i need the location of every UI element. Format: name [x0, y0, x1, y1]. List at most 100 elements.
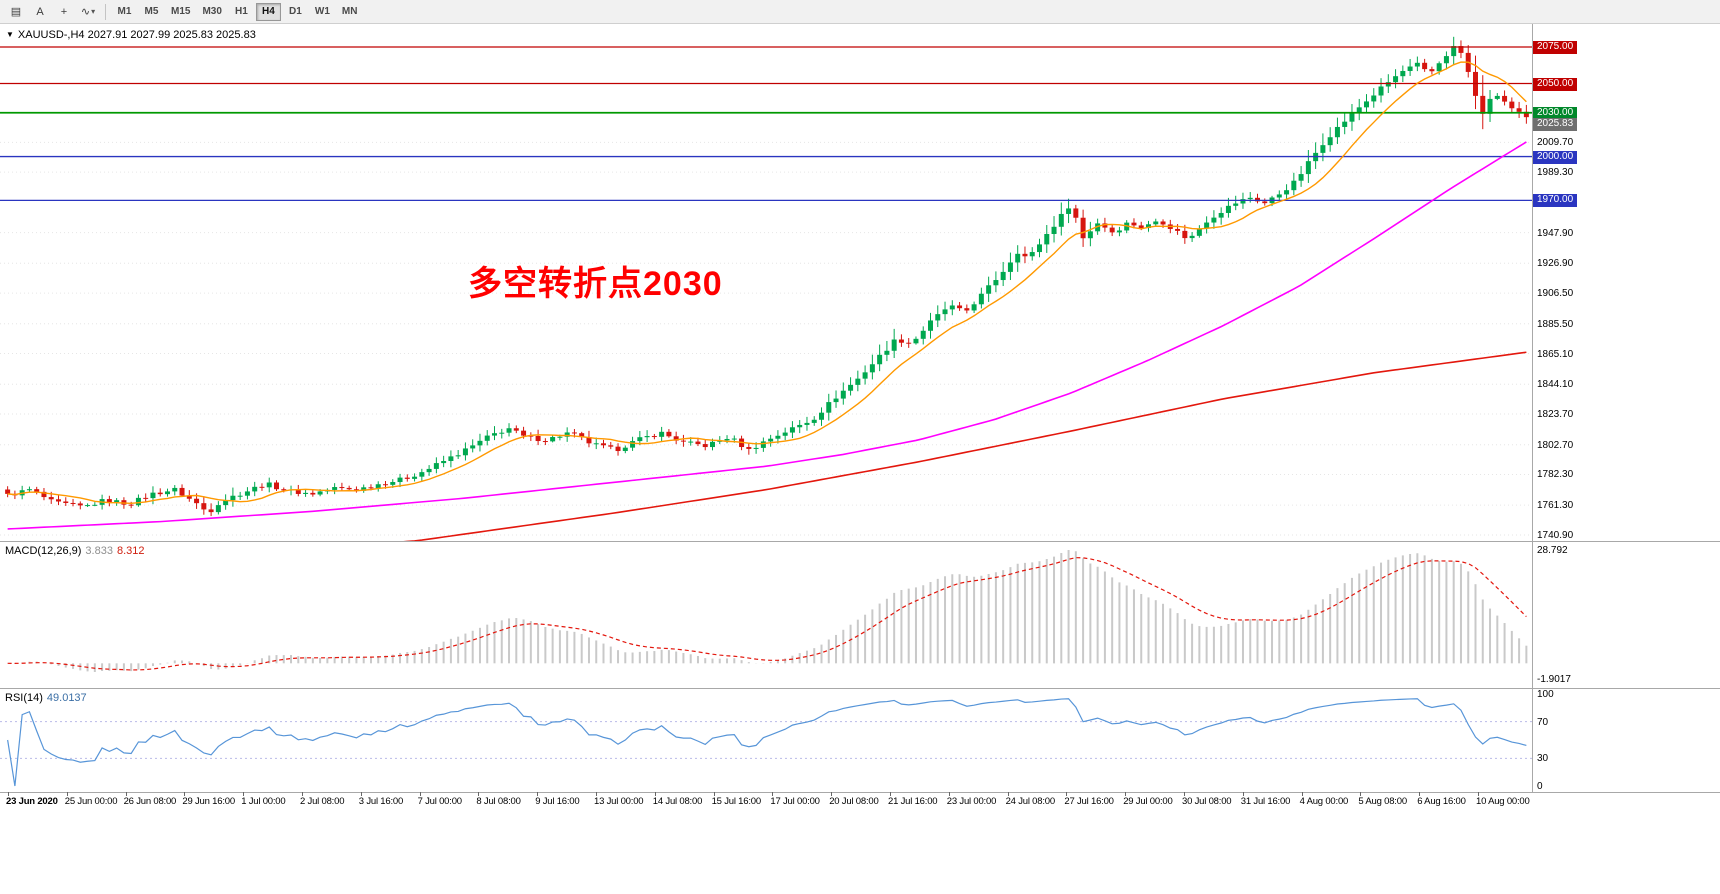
- timeframe-button-d1[interactable]: D1: [289, 6, 302, 17]
- x-axis-label: 10 Aug 00:00: [1476, 796, 1530, 807]
- macd-name: MACD(12,26,9): [5, 545, 82, 557]
- rsi-level-label: 0: [1537, 781, 1543, 792]
- drawing-tool-icon: ∿: [80, 6, 91, 18]
- candles: [5, 36, 1529, 517]
- price-axis-divider: [1532, 24, 1533, 792]
- toolbar-separator: [105, 3, 106, 20]
- x-axis-tick: [537, 792, 539, 796]
- timeframe-button-h1[interactable]: H1: [235, 6, 248, 17]
- price-tag-2075.00[interactable]: 2075.00: [1533, 41, 1578, 54]
- top-toolbar: ▤ A + ∿ ▾ M1 M5 M15 M30 H1 H4 D1 W1 MN: [0, 0, 1720, 24]
- macd-histogram: [13, 550, 1528, 672]
- x-axis-tick: [948, 792, 950, 796]
- macd-main-value: 3.833: [85, 545, 113, 557]
- x-axis-tick: [66, 792, 68, 796]
- price-tag-2030.00[interactable]: 2030.00: [1533, 106, 1578, 120]
- price-axis-label: 1885.50: [1537, 318, 1574, 330]
- x-axis-tick: [125, 792, 127, 796]
- macd-scale-min-label: -1.9017: [1537, 674, 1571, 685]
- price-axis-label: 1740.90: [1537, 529, 1574, 541]
- x-axis-label: 29 Jul 00:00: [1123, 796, 1173, 807]
- x-axis-label: 20 Jul 08:00: [829, 796, 879, 807]
- x-axis-tick: [1125, 792, 1127, 796]
- price-tag-2000.00[interactable]: 2000.00: [1533, 150, 1578, 164]
- price-axis-label: 1823.70: [1537, 409, 1574, 421]
- timeframe-button-m15[interactable]: M15: [171, 6, 191, 17]
- charts-list-icon: ▤: [10, 6, 22, 18]
- x-axis-label: 31 Jul 16:00: [1240, 796, 1291, 807]
- x-axis-tick: [360, 792, 362, 796]
- pane-divider[interactable]: [0, 541, 1720, 542]
- x-axis-tick: [831, 792, 833, 796]
- chart-annotation-text: 多空转折点2030: [468, 265, 723, 303]
- x-axis-tick: [1007, 792, 1009, 796]
- price-tag-2050.00[interactable]: 2050.00: [1533, 77, 1578, 91]
- x-axis-tick: [654, 792, 656, 796]
- macd-indicator-label: MACD(12,26,9) 3.833 8.312: [5, 545, 144, 557]
- price-axis-label: 1865.10: [1537, 348, 1574, 360]
- x-axis-tick: [1184, 792, 1185, 796]
- rsi-value: 49.0137: [46, 692, 87, 704]
- price-axis-label: 1761.30: [1537, 500, 1574, 512]
- pane-divider[interactable]: [0, 688, 1720, 689]
- x-axis-tick: [772, 792, 774, 796]
- price-tag-1970.00[interactable]: 1970.00: [1533, 194, 1578, 208]
- timeframe-button-m30[interactable]: M30: [202, 6, 222, 17]
- x-axis-tick: [243, 792, 245, 796]
- timeframe-button-m5[interactable]: M5: [144, 6, 159, 17]
- rsi-level-label: 70: [1537, 716, 1549, 728]
- timeframe-button-m1[interactable]: M1: [117, 6, 132, 17]
- timeframe-button-w1[interactable]: W1: [314, 6, 330, 17]
- x-axis-label: 29 Jun 16:00: [182, 796, 235, 807]
- price-tag-2025.83[interactable]: 2025.83: [1533, 117, 1578, 131]
- text-label-tool-button[interactable]: A: [29, 2, 51, 21]
- x-axis-label: 3 Jul 16:00: [358, 796, 404, 807]
- chevron-down-icon[interactable]: ▾: [91, 7, 96, 16]
- x-axis-tick: [184, 792, 186, 796]
- x-axis-tick: [1242, 792, 1244, 796]
- x-axis-label: 5 Aug 08:00: [1358, 796, 1407, 807]
- x-axis-label: 15 Jul 16:00: [711, 796, 762, 807]
- symbol-dropdown-icon[interactable]: ▼: [6, 30, 14, 39]
- x-axis-label: 30 Jul 08:00: [1182, 796, 1232, 807]
- x-axis-tick: [1360, 792, 1362, 796]
- macd-signal-value: 8.312: [116, 545, 145, 557]
- symbol-ohlc-readout[interactable]: ▼ XAUUSD-,H4 2027.91 2027.99 2025.83 2025…: [6, 29, 256, 41]
- rsi-name: RSI(14): [5, 692, 43, 704]
- rsi-pane-canvas[interactable]: [0, 689, 1720, 792]
- x-axis-label: 9 Jul 16:00: [535, 796, 580, 807]
- timeframe-button-mn[interactable]: MN: [341, 6, 358, 17]
- price-axis-label: 1926.90: [1537, 258, 1574, 270]
- x-axis-label: 27 Jul 16:00: [1064, 796, 1114, 807]
- charts-list-button[interactable]: ▤: [5, 2, 27, 21]
- x-axis-tick: [302, 792, 303, 796]
- text-label-tool-icon: A: [36, 5, 44, 18]
- x-axis-tick: [419, 792, 421, 796]
- x-axis-label: 26 Jun 08:00: [123, 796, 177, 807]
- price-axis-label: 2009.70: [1537, 137, 1574, 149]
- x-axis-tick: [713, 792, 715, 796]
- chart-window: ▼ XAUUSD-,H4 2027.91 2027.99 2025.83 2025…: [0, 24, 1720, 894]
- x-axis-label: 13 Jul 00:00: [594, 796, 644, 807]
- timeframe-button-h4[interactable]: H4: [255, 2, 281, 21]
- x-axis-tick: [1478, 792, 1479, 796]
- x-axis-tick: [1419, 792, 1421, 796]
- x-axis-label: 4 Aug 00:00: [1299, 796, 1349, 807]
- x-axis-label: 17 Jul 00:00: [770, 796, 820, 807]
- macd-pane-canvas[interactable]: [0, 542, 1720, 688]
- main-chart-canvas[interactable]: [0, 24, 1720, 541]
- symbol-ohlc-text: XAUUSD-,H4 2027.91 2027.99 2025.83 2025.…: [17, 29, 256, 41]
- price-axis-label: 1906.50: [1537, 288, 1574, 300]
- x-axis-label: 2 Jul 08:00: [300, 796, 345, 807]
- x-axis-tick: [1066, 792, 1068, 796]
- x-axis-label: 8 Jul 08:00: [476, 796, 521, 807]
- axis-divider: [0, 792, 1720, 793]
- price-axis-label: 1782.30: [1537, 469, 1574, 481]
- drawing-tool-button[interactable]: ∿ ▾: [77, 2, 99, 21]
- x-axis-tick: [890, 792, 891, 796]
- crosshair-tool-button[interactable]: +: [53, 2, 75, 21]
- price-axis-label: 1844.10: [1537, 379, 1574, 391]
- x-axis-label: 1 Jul 00:00: [241, 796, 286, 807]
- x-axis-tick: [8, 792, 9, 796]
- x-axis-label: 21 Jul 16:00: [888, 796, 938, 807]
